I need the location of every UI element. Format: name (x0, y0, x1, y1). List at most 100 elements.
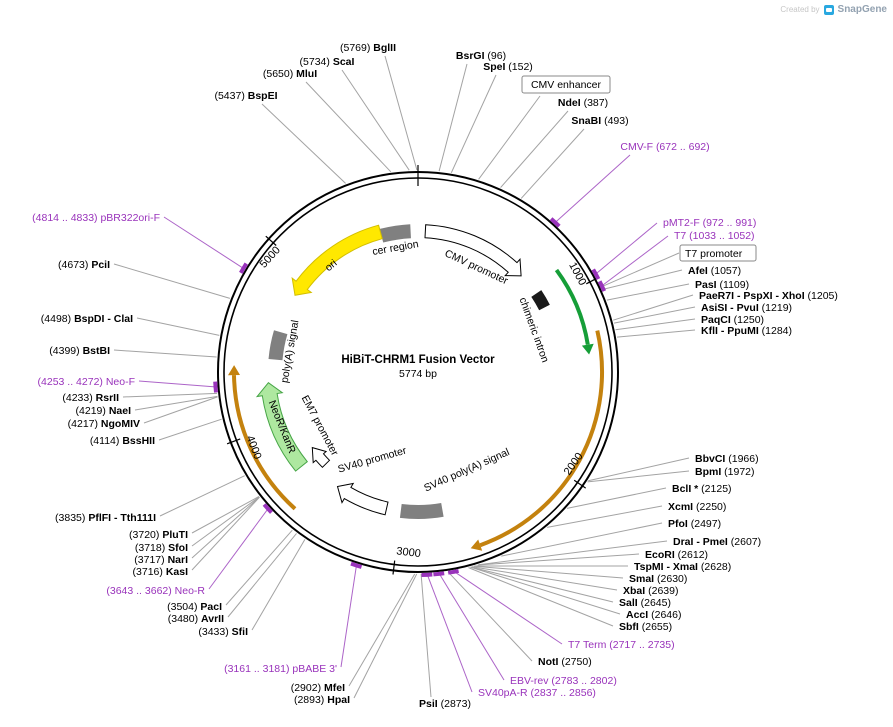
primer-t7[interactable] (597, 280, 607, 292)
label-paci[interactable]: (3504) PacI (167, 601, 222, 613)
label-mlui[interactable]: (5650) MluI (263, 68, 317, 80)
label-pluti[interactable]: (3720) PluTI (129, 529, 188, 541)
feature-sv40-polya-signal[interactable]: SV40 poly(A) signal (399, 446, 512, 519)
label-cmv-f[interactable]: CMV-F (672 .. 692) (620, 141, 709, 153)
label-bsshii[interactable]: (4114) BssHII (90, 435, 155, 447)
label-neo-f[interactable]: (4253 .. 4272) Neo-F (38, 376, 135, 388)
label-pflfi[interactable]: (3835) PflFI - Tth111I (55, 512, 156, 524)
label-pasi[interactable]: PasI (1109) (695, 279, 749, 291)
label-bsrgi[interactable]: BsrGI (96) (456, 50, 506, 62)
leader-line-pcii (113, 263, 231, 299)
label-naei[interactable]: (4219) NaeI (76, 405, 132, 417)
snapgene-logo-icon (823, 4, 834, 15)
label-bcli[interactable]: BclI * (2125) (672, 483, 732, 495)
label-neo-r[interactable]: (3643 .. 3662) Neo-R (106, 585, 205, 597)
label-spei[interactable]: SpeI (152) (483, 61, 533, 73)
label-ndei[interactable]: NdeI (387) (558, 97, 608, 109)
label-asisi[interactable]: AsiSI - PvuI (1219) (701, 302, 792, 314)
leader-line-nari (191, 496, 260, 559)
label-pmt2-f[interactable]: pMT2-F (972 .. 991) (663, 217, 756, 229)
feature-neor-kanr[interactable]: NeoR/KanR (255, 382, 309, 472)
label-bpmi[interactable]: BpmI (1972) (695, 466, 755, 478)
label-bstbi[interactable]: (4399) BstBI (49, 345, 110, 357)
tick-label-1000: 1000 (566, 260, 588, 287)
primer-pbabe-3[interactable] (350, 561, 363, 569)
label-tspmi[interactable]: TspMI - XmaI (2628) (634, 561, 731, 573)
label-ecori[interactable]: EcoRI (2612) (645, 549, 708, 561)
feature-hibit-chrm1-orf[interactable] (470, 330, 605, 551)
feature-label-em7-promoter: EM7 promoter (299, 393, 341, 458)
label-ebv-rev[interactable]: EBV-rev (2783 .. 2802) (510, 675, 617, 687)
label-scai[interactable]: (5734) ScaI (300, 56, 355, 68)
primer-sv40pa-r[interactable] (421, 572, 433, 577)
leader-line-afei (602, 269, 683, 290)
label-avrii[interactable]: (3480) AvrII (168, 613, 224, 625)
primer-pbr322ori-f[interactable] (239, 262, 248, 274)
feature-ori[interactable]: ori (291, 224, 383, 296)
label-ngomiv[interactable]: (4217) NgoMIV (68, 418, 140, 430)
primer-t7-term[interactable] (447, 568, 459, 575)
label-sfoi[interactable]: (3718) SfoI (135, 542, 188, 554)
label-psii[interactable]: PsiI (2873) (419, 698, 471, 710)
leader-line-snabi (520, 128, 585, 199)
leader-line-kfli (616, 329, 696, 338)
label-drai[interactable]: DraI - PmeI (2607) (673, 536, 761, 548)
leader-line-paer7i (613, 294, 694, 321)
leader-line-pbr322ori-f (163, 216, 245, 270)
label-bbvci[interactable]: BbvCI (1966) (695, 453, 759, 465)
label-pfoi[interactable]: PfoI (2497) (668, 518, 721, 530)
label-mfei[interactable]: (2902) MfeI (291, 682, 345, 694)
label-bspdi[interactable]: (4498) BspDI - ClaI (41, 313, 133, 325)
primer-cmv-f[interactable] (549, 217, 561, 228)
plasmid-center-title: HiBiT-CHRM1 Fusion Vector 5774 bp (298, 354, 538, 380)
leader-line-t7-promoter (601, 252, 680, 288)
plasmid-size: 5774 bp (399, 368, 437, 380)
label-noti[interactable]: NotI (2750) (538, 656, 592, 668)
feature-sv40-promoter[interactable]: SV40 promoter (337, 444, 409, 516)
label-smai[interactable]: SmaI (2630) (629, 573, 687, 585)
label-xbai[interactable]: XbaI (2639) (623, 585, 678, 597)
label-sfii[interactable]: (3433) SfiI (198, 626, 248, 638)
label-xcmi[interactable]: XcmI (2250) (668, 501, 726, 513)
label-hpai[interactable]: (2893) HpaI (294, 694, 350, 706)
label-paer7i[interactable]: PaeR7I - PspXI - XhoI (1205) (699, 290, 838, 302)
leader-line-neo-f (138, 380, 217, 388)
label-bglii[interactable]: (5769) BglII (340, 42, 396, 54)
label-t7-term[interactable]: T7 Term (2717 .. 2735) (568, 639, 675, 651)
label-afei[interactable]: AfeI (1057) (688, 265, 741, 277)
tick-label-3000: 3000 (396, 545, 422, 560)
label-rsrii[interactable]: (4233) RsrII (62, 392, 119, 404)
label-pbabe-3[interactable]: (3161 .. 3181) pBABE 3' (224, 663, 337, 675)
leader-line-mfei (348, 573, 416, 687)
label-kasi[interactable]: (3716) KasI (133, 566, 189, 578)
label-pbr322ori-f[interactable]: (4814 .. 4833) pBR322ori-F (32, 212, 160, 224)
label-sv40pa-r[interactable]: SV40pA-R (2837 .. 2856) (478, 687, 596, 699)
leader-line-smai (473, 565, 624, 579)
label-nari[interactable]: (3717) NarI (134, 554, 188, 566)
label-snabi[interactable]: SnaBI (493) (571, 115, 628, 127)
label-sbfi[interactable]: SbfI (2655) (619, 621, 672, 633)
feature-hibit-chrm1-5prime[interactable] (554, 268, 594, 355)
leader-line-pmt2-f (594, 222, 658, 275)
feature-em7-promoter[interactable]: EM7 promoter (299, 393, 341, 469)
leader-line-sfii (251, 539, 306, 631)
label-pcii[interactable]: (4673) PciI (58, 259, 110, 271)
label-t7[interactable]: T7 (1033 .. 1052) (674, 230, 755, 242)
feature-cmv-promoter[interactable]: CMV promoter (424, 224, 522, 288)
label-sali[interactable]: SalI (2645) (619, 597, 671, 609)
leader-line-sbfi (468, 567, 614, 627)
leader-line-pflfi (159, 475, 245, 517)
label-t7-promoter[interactable]: T7 promoter (685, 248, 743, 260)
label-kfli[interactable]: KflI - PpuMI (1284) (701, 325, 792, 337)
label-paqci[interactable]: PaqCI (1250) (701, 314, 764, 326)
label-acci[interactable]: AccI (2646) (626, 609, 681, 621)
label-cmv-enhancer[interactable]: CMV enhancer (531, 79, 602, 91)
primer-pmt2-f[interactable] (591, 268, 601, 280)
credit-prefix: Created by (780, 5, 820, 14)
primer-ebv-rev[interactable] (433, 571, 445, 577)
feature-neor-orf[interactable] (228, 365, 297, 511)
primer-neo-f[interactable] (213, 381, 218, 393)
primer-neo-r[interactable] (262, 503, 273, 514)
label-bspei[interactable]: (5437) BspEI (214, 90, 277, 102)
